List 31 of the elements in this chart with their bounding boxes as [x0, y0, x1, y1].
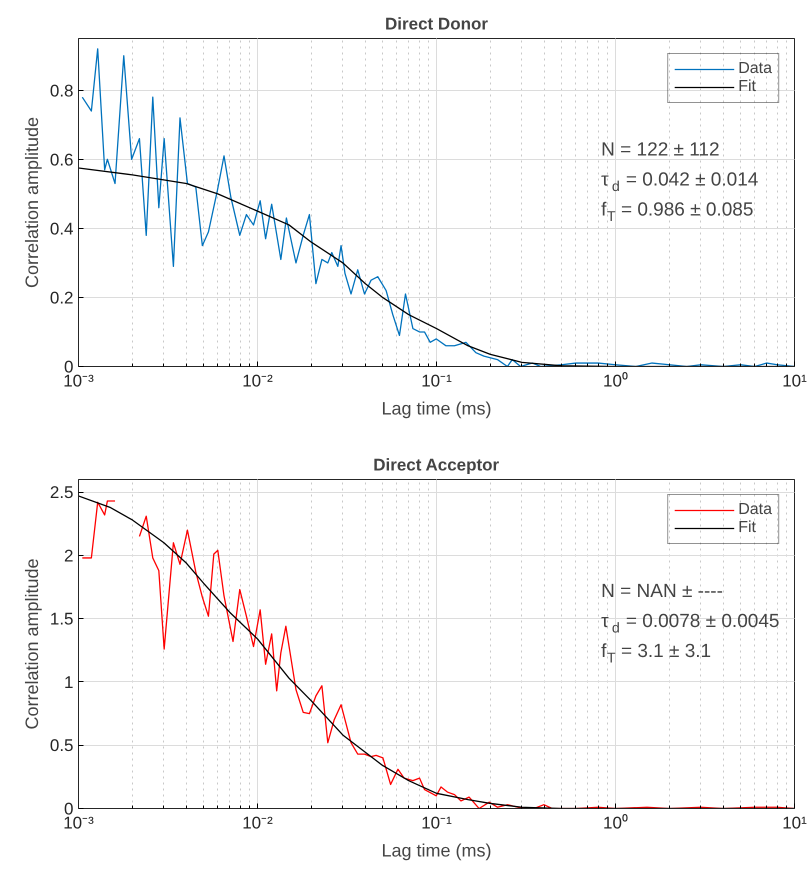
x-tick-label: 10¹: [782, 814, 808, 832]
y-tick-label: 1.5: [50, 610, 74, 629]
legend-label: Fit: [738, 78, 757, 96]
y-tick-label: 0.6: [50, 150, 74, 170]
y-axis-title: Correlation amplitude: [22, 558, 42, 730]
x-tick-label: 10¹: [782, 372, 808, 390]
y-tick-label: 0.4: [50, 219, 74, 238]
y-axis-title: Correlation amplitude: [22, 116, 42, 288]
x-tick-label: 10⁻²: [242, 814, 274, 832]
y-tick-label: 0.8: [50, 81, 74, 100]
chart-title: Direct Donor: [385, 14, 488, 34]
x-tick-label: 10⁻¹: [421, 814, 452, 832]
x-tick-label: 10⁰: [603, 372, 628, 390]
y-tick-label: 0.5: [50, 736, 74, 756]
y-tick-label: 0.2: [50, 288, 74, 308]
x-tick-label: 10⁻²: [242, 372, 274, 390]
annotation: N = 122 ± 112: [601, 140, 720, 161]
y-tick-label: 1: [64, 672, 74, 692]
x-tick-label: 10⁻³: [63, 814, 94, 832]
x-tick-label: 10⁰: [603, 814, 628, 832]
y-tick-label: 2.5: [50, 483, 74, 502]
x-axis-title: Lag time (ms): [381, 398, 492, 418]
annotation: N = NAN ± ----: [601, 580, 723, 602]
x-tick-label: 10⁻³: [63, 372, 94, 390]
x-tick-label: 10⁻¹: [421, 372, 452, 390]
chart-title: Direct Acceptor: [373, 456, 500, 474]
legend-label: Data: [738, 60, 772, 78]
x-axis-title: Lag time (ms): [381, 840, 492, 860]
legend-label: Data: [738, 501, 772, 519]
legend-label: Fit: [738, 519, 757, 537]
y-tick-label: 2: [64, 546, 74, 566]
